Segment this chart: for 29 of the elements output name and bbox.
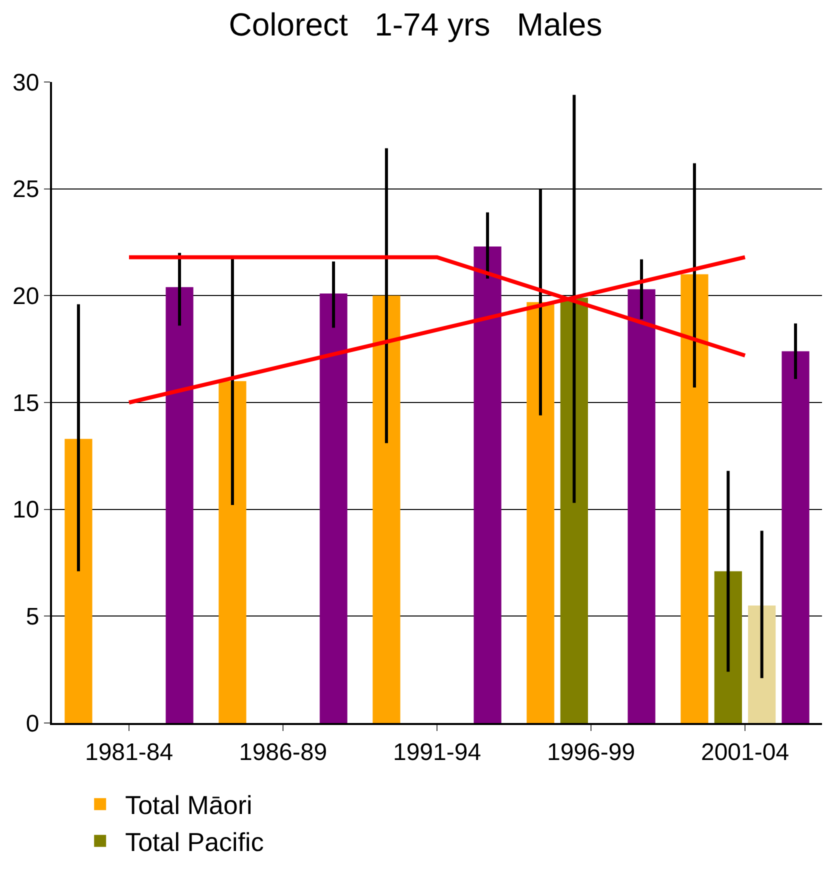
bar xyxy=(714,571,742,723)
x-tick-label: 2001-04 xyxy=(700,738,790,766)
y-tick-label: 15 xyxy=(12,390,40,417)
bar xyxy=(748,605,776,723)
y-tick-label: 20 xyxy=(12,283,40,310)
y-tick-label: 25 xyxy=(12,176,40,204)
y-tick-label: 0 xyxy=(26,710,40,738)
bar xyxy=(526,302,554,723)
bar xyxy=(782,351,810,723)
bar xyxy=(680,274,708,723)
x-tick-label: 1996-99 xyxy=(546,738,636,766)
bar xyxy=(474,246,502,723)
legend-label: Total Māori xyxy=(125,790,252,820)
line-series xyxy=(127,255,747,404)
chart-title: Colorect 1-74 yrs Males xyxy=(228,6,602,43)
legend-label: Total Pacific xyxy=(125,827,264,858)
y-tick-label: 5 xyxy=(26,604,40,631)
bar xyxy=(166,287,194,723)
x-tick-label: 1986-89 xyxy=(238,738,328,766)
y-tick-label: 30 xyxy=(12,69,40,96)
bar xyxy=(64,438,92,723)
bar xyxy=(320,294,348,723)
bar xyxy=(218,381,246,723)
x-tick-label: 1981-84 xyxy=(84,738,174,766)
bar xyxy=(372,296,400,723)
bar xyxy=(628,289,656,723)
bar xyxy=(560,298,588,723)
y-tick-label: 10 xyxy=(12,496,40,524)
x-tick-label: 1991-94 xyxy=(392,738,482,766)
